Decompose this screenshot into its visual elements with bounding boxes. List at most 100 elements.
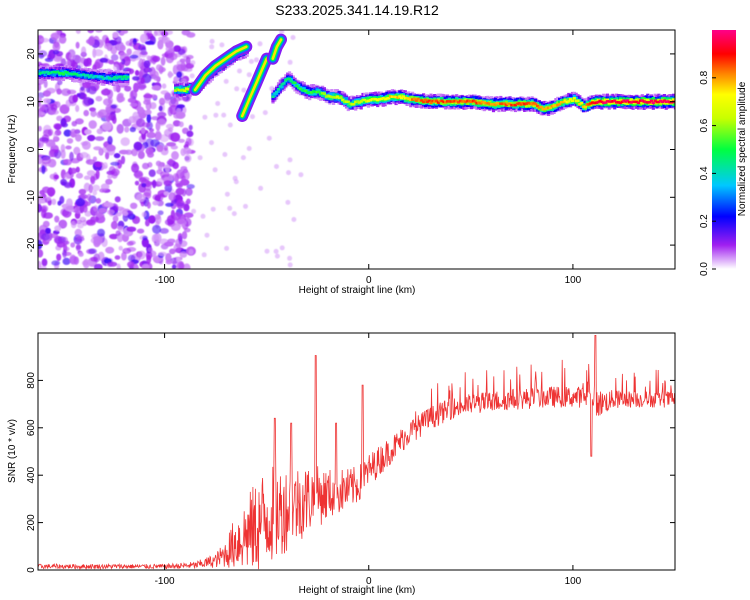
ridge-cell <box>578 102 582 106</box>
noise-blob <box>176 218 187 227</box>
noise-blob <box>167 71 173 79</box>
ridge-cell <box>512 103 516 107</box>
ridge-cell <box>589 102 593 105</box>
ridge-cell <box>495 101 499 105</box>
ridge-cell <box>313 90 317 93</box>
noise-blob <box>182 147 192 155</box>
noise-blob <box>246 146 252 151</box>
ridge-cell <box>626 100 630 105</box>
ridge-cell <box>638 99 643 105</box>
ridge-cell <box>559 100 564 104</box>
noise-blob <box>185 54 194 60</box>
ridge-cell <box>102 74 106 79</box>
ridge-cell <box>368 99 372 102</box>
noise-blob <box>180 166 188 171</box>
ridge-cell <box>280 83 284 86</box>
noise-blob <box>46 196 52 202</box>
ridge-cell <box>56 70 60 74</box>
ridge-cell <box>552 104 556 107</box>
noise-blob <box>178 262 184 269</box>
ridge-cell <box>491 103 496 106</box>
ridge-cell <box>174 89 178 92</box>
noise-blob <box>164 99 171 104</box>
noise-blob <box>103 202 114 207</box>
noise-blob <box>121 251 127 261</box>
noise-blob <box>95 198 102 204</box>
noise-blob <box>113 64 120 72</box>
ridge-cell <box>479 102 483 105</box>
ridge-cell <box>609 100 613 103</box>
noise-blob <box>173 243 181 253</box>
noise-blob <box>186 198 191 205</box>
ridge-cell <box>400 96 404 100</box>
noise-blob <box>92 190 98 196</box>
ridge-cell <box>385 97 389 100</box>
noise-blob <box>186 130 194 138</box>
noise-blob <box>81 46 87 56</box>
noise-blob <box>141 211 147 218</box>
noise-blob <box>157 111 167 118</box>
ridge-cell <box>475 99 479 104</box>
ridge-cell <box>319 92 323 96</box>
ridge-cell <box>480 100 484 104</box>
noise-blob <box>81 140 91 150</box>
ridge-cell <box>488 102 492 106</box>
noise-blob <box>94 136 105 142</box>
ridge-cell <box>449 100 453 103</box>
ridge-cell <box>363 98 367 102</box>
noise-blob <box>124 85 132 92</box>
noise-blob <box>148 169 156 177</box>
noise-blob <box>173 96 182 102</box>
ridge-cell <box>276 88 281 91</box>
ridge-cell <box>615 101 619 104</box>
noise-blob <box>162 36 171 43</box>
noise-blob <box>172 120 181 127</box>
noise-blob <box>88 36 95 46</box>
ridge-cell <box>368 96 372 102</box>
y-tick-label: 0 <box>26 146 37 152</box>
noise-blob <box>110 54 119 61</box>
ridge-cell <box>365 100 369 103</box>
ridge-cell <box>572 97 576 100</box>
ridge-cell <box>120 77 124 81</box>
noise-blob <box>57 79 63 86</box>
noise-blob <box>126 48 132 56</box>
ridge-cell <box>60 69 64 75</box>
ridge-cell <box>381 97 385 100</box>
noise-blob <box>76 93 81 98</box>
noise-blob <box>184 228 191 233</box>
ridge-cell <box>638 99 643 102</box>
noise-blob <box>112 31 119 38</box>
noise-blob <box>97 228 105 237</box>
ridge-cell <box>618 99 622 104</box>
ridge-cell <box>666 100 670 103</box>
noise-blob <box>63 129 72 137</box>
ridge-cell <box>423 98 428 102</box>
ridge-cell <box>482 101 486 104</box>
ridge-cell <box>47 72 51 75</box>
noise-blob <box>86 193 92 201</box>
ridge-cell <box>311 90 315 93</box>
noise-blob <box>54 123 62 131</box>
y-tick-label: 600 <box>26 419 37 436</box>
ridge-cell <box>337 96 341 100</box>
ridge-cell <box>440 100 444 105</box>
noise-blob <box>287 157 293 163</box>
figure-title: S233.2025.341.14.19.R12 <box>275 2 439 18</box>
ridge-cell <box>662 99 666 102</box>
noise-blob <box>175 187 185 195</box>
ridge-cell <box>183 89 187 92</box>
ridge-cell <box>328 95 332 101</box>
noise-blob <box>155 214 162 225</box>
ridge-cell <box>659 100 663 105</box>
ridge-cell <box>333 96 337 99</box>
ridge-cell <box>457 101 461 104</box>
ridge-cell <box>398 95 402 98</box>
ridge-cell <box>403 97 407 100</box>
noise-blob <box>137 250 146 260</box>
noise-blob <box>250 114 255 120</box>
ridge-cell <box>293 82 297 87</box>
